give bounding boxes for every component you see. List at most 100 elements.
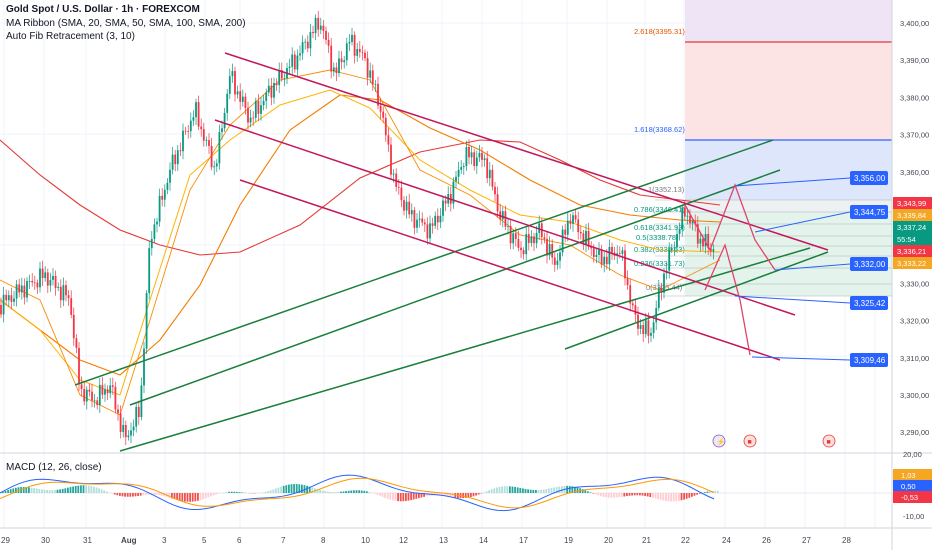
- candle: [634, 298, 637, 322]
- candle: [712, 244, 715, 260]
- macd-histogram-bar: [176, 493, 178, 500]
- candle: [288, 58, 291, 75]
- current-price-badge[interactable]: 3,337,24: [893, 221, 932, 233]
- current-price-badge[interactable]: 3,336,21: [893, 245, 932, 257]
- candle: [88, 383, 91, 397]
- current-price-badge[interactable]: 3,333,22: [893, 257, 932, 269]
- macd-legend[interactable]: MACD (12, 26, close): [6, 462, 102, 473]
- macd-axis[interactable]: 20,0010,00-10,001,030,50-0,53: [893, 450, 932, 521]
- macd-histogram-bar: [360, 490, 363, 493]
- macd-histogram-bar: [285, 485, 288, 493]
- candle-body: [244, 96, 247, 108]
- candle: [301, 35, 304, 60]
- candle-body: [455, 176, 457, 182]
- target-price-label[interactable]: 3,356,00: [850, 171, 888, 185]
- target-price-label[interactable]: 3,344,75: [850, 205, 888, 219]
- candle-body: [421, 218, 424, 223]
- candle-body: [413, 210, 416, 228]
- candle: [156, 217, 158, 233]
- time-axis[interactable]: 29 30 31 Aug 3 5 6 7 8 10 12 13 14 17 19 20 21 22 24 26 27 28: [1, 536, 851, 545]
- macd-histogram-bar: [511, 486, 514, 493]
- macd-histogram-bar: [685, 493, 688, 499]
- macd-histogram-bar: [516, 487, 519, 493]
- candle: [59, 279, 62, 309]
- candlesticks: [0, 10, 715, 446]
- macd-histogram-bar: [594, 493, 597, 495]
- candle: [202, 122, 205, 147]
- candle: [410, 203, 413, 222]
- candle-body: [226, 93, 229, 113]
- macd-histogram-bar: [80, 485, 82, 493]
- lightning-event-icon[interactable]: ⚡: [712, 434, 726, 448]
- time-axis-label: 22: [681, 536, 690, 545]
- us-flag-event-icon-circle: [822, 434, 836, 448]
- candle: [33, 275, 36, 290]
- candle-body: [72, 314, 75, 339]
- current-price-badge[interactable]: 3,339,84: [893, 209, 932, 221]
- time-axis-label: 7: [281, 536, 286, 545]
- candle-body: [603, 256, 606, 265]
- fib-level-label: 2.618(3395.31): [634, 27, 685, 36]
- macd-histogram-bar: [490, 489, 493, 493]
- target-price-label[interactable]: 3,325,42: [850, 296, 888, 310]
- time-axis-label: 10: [361, 536, 370, 545]
- us-flag-event-icon[interactable]: ■: [822, 434, 836, 448]
- macd-value-badge[interactable]: -0,53: [893, 491, 932, 503]
- target-price-label[interactable]: 3,309,46: [850, 353, 888, 367]
- candle-body: [7, 295, 10, 301]
- macd-histogram-bar: [334, 492, 337, 493]
- macd-histogram-bar: [620, 493, 623, 497]
- candle: [5, 289, 8, 306]
- candle-body: [397, 186, 400, 188]
- candle: [91, 383, 93, 408]
- candle-body: [241, 96, 244, 102]
- candle: [533, 232, 535, 252]
- current-price-badge[interactable]: 3,343,99: [893, 197, 932, 209]
- current-price-badge[interactable]: 55:54: [893, 233, 932, 245]
- symbol-title[interactable]: Gold Spot / U.S. Dollar · 1h · FOREXCOM: [6, 4, 200, 15]
- macd-histogram-bar: [571, 486, 574, 493]
- candle-body: [91, 391, 93, 401]
- macd-histogram-bar: [568, 485, 571, 493]
- macd-histogram-bar: [329, 491, 332, 493]
- target-price-label[interactable]: 3,332,00: [850, 257, 888, 271]
- macd-histogram-bar: [462, 493, 464, 499]
- fib-legend[interactable]: Auto Fib Retracement (3, 10): [6, 31, 135, 42]
- macd-histogram-bar: [54, 490, 56, 493]
- candle-body: [522, 250, 525, 255]
- macd-histogram-bar: [436, 493, 438, 496]
- candle-body: [647, 320, 650, 336]
- candle-body: [486, 158, 489, 179]
- candle-body: [491, 169, 494, 187]
- macd-histogram-bar: [496, 487, 498, 493]
- candle: [507, 218, 509, 235]
- candle: [546, 231, 548, 264]
- candle: [31, 272, 34, 287]
- macd-value-badge[interactable]: 0,50: [893, 480, 932, 492]
- candle-body: [374, 83, 377, 85]
- candle-body: [520, 247, 522, 251]
- candle: [387, 127, 390, 152]
- macd-histogram-bar: [633, 493, 636, 496]
- candle-body: [483, 158, 486, 160]
- us-flag-event-icon[interactable]: ■: [743, 434, 757, 448]
- candle: [457, 161, 460, 185]
- candle: [319, 17, 322, 35]
- macd-histogram-bar: [613, 493, 615, 498]
- candle-body: [631, 303, 634, 306]
- macd-histogram-bar: [90, 486, 93, 493]
- candle: [213, 160, 216, 176]
- candle-body: [299, 53, 301, 56]
- candle: [267, 78, 270, 97]
- macd-value-badge[interactable]: 1,03: [893, 469, 932, 481]
- candle: [200, 118, 203, 137]
- macd-histogram-bar: [103, 490, 106, 493]
- candle-body: [215, 163, 218, 167]
- price-axis[interactable]: 3,400,00 3,390,00 3,380,00 3,370,00 3,360,00…: [893, 19, 932, 437]
- ma-ribbon-legend[interactable]: MA Ribbon (SMA, 20, SMA, 50, SMA, 100, S…: [6, 18, 246, 29]
- candle-body: [319, 25, 322, 30]
- candle-body: [345, 43, 348, 61]
- candle: [262, 94, 265, 111]
- macd-histogram-bar: [602, 493, 605, 497]
